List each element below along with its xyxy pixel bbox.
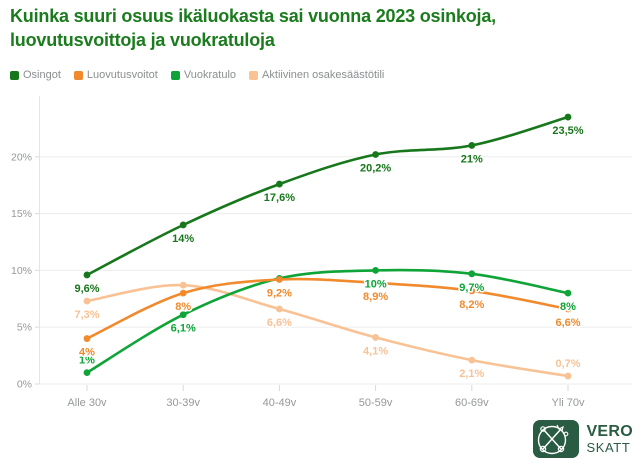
data-label: 8,9% xyxy=(363,291,388,303)
data-label: 9,2% xyxy=(267,287,292,299)
series-line-luovutusvoitot xyxy=(85,277,570,340)
skatt-wordmark: SKATT xyxy=(586,439,631,455)
data-point xyxy=(83,271,91,279)
vero-wordmark: VERO xyxy=(586,423,633,441)
data-label: 9,6% xyxy=(74,283,99,295)
legend-swatch-osakesaastotili xyxy=(249,70,259,80)
legend-item-osakesaastotili: Aktiivinen osakesäästötili xyxy=(249,69,384,81)
y-axis-label: 5% xyxy=(17,322,32,334)
data-label: 14% xyxy=(172,233,194,245)
legend-label: Osingot xyxy=(23,69,61,81)
data-point xyxy=(179,311,187,319)
series-line-aktiivinen-osakes-st-tili xyxy=(85,283,570,378)
vero-logo-text: VERO SKATT xyxy=(586,423,633,455)
data-point xyxy=(564,372,572,380)
vero-logo-emblem xyxy=(533,420,580,458)
line-chart: 0% 5% 10% 15% 20% Alle 30v 30-39v 40-49v 50-59v 6… xyxy=(11,96,632,409)
data-point xyxy=(468,142,476,149)
data-point xyxy=(276,276,283,283)
chart-legend: Osingot Luovutusvoitot Vuokratulo Aktiiv… xyxy=(10,69,384,81)
data-point xyxy=(468,287,476,295)
x-axis-label: 30-39v xyxy=(166,397,200,409)
data-point xyxy=(468,270,476,278)
legend-swatch-luovutusvoitot xyxy=(73,70,83,80)
legend-swatch-osingot xyxy=(10,70,19,80)
data-label: 20,2% xyxy=(360,163,391,175)
data-label: 4,1% xyxy=(363,345,388,357)
data-label: 8% xyxy=(175,301,191,313)
data-point xyxy=(276,180,283,188)
data-point xyxy=(83,297,91,305)
y-axis-label: 10% xyxy=(11,265,32,277)
x-axis-label: 40-49v xyxy=(263,397,297,409)
data-label: 23,5% xyxy=(552,125,583,137)
data-label: 6,6% xyxy=(267,317,292,329)
legend-item-luovutusvoitot: Luovutusvoitot xyxy=(73,69,158,81)
data-label: 21% xyxy=(461,153,483,165)
data-point xyxy=(468,356,476,364)
series-line-osingot xyxy=(85,115,570,277)
data-label: 9,7% xyxy=(459,282,484,294)
data-label: 6,6% xyxy=(555,317,580,329)
data-point xyxy=(83,369,91,377)
data-label: 8,2% xyxy=(459,299,484,311)
data-point xyxy=(372,279,379,287)
data-point xyxy=(179,289,187,297)
data-point xyxy=(564,289,572,297)
x-axis-label: Yli 70v xyxy=(551,397,585,409)
legend-item-vuokratulo: Vuokratulo xyxy=(170,69,237,81)
data-point xyxy=(372,334,379,341)
data-label: 7,3% xyxy=(74,309,99,321)
crossed-arrows-emblem-icon xyxy=(538,424,569,455)
data-label: 1% xyxy=(79,355,95,367)
data-label: 10% xyxy=(365,278,387,290)
y-axis-label: 0% xyxy=(17,379,32,391)
series-line-vuokratulo xyxy=(85,268,570,374)
chart-title: Kuinka suuri osuus ikäluokasta sai vuonn… xyxy=(10,6,496,50)
x-axis-label: Alle 30v xyxy=(67,397,107,409)
data-point xyxy=(83,335,91,342)
data-point xyxy=(179,281,187,289)
legend-swatch-vuokratulo xyxy=(170,70,180,80)
legend-label: Luovutusvoitot xyxy=(86,69,158,81)
data-label: 6,1% xyxy=(171,323,196,335)
legend-label: Vuokratulo xyxy=(183,69,237,81)
data-point xyxy=(276,305,283,313)
data-point xyxy=(564,113,572,121)
x-axis-label: 50-59v xyxy=(359,397,393,409)
legend-item-osingot: Osingot xyxy=(10,69,61,81)
data-label: 17,6% xyxy=(264,192,295,204)
data-point xyxy=(372,151,379,158)
y-axis-label: 15% xyxy=(11,208,32,220)
data-label: 4% xyxy=(79,347,95,359)
legend-label: Aktiivinen osakesäästötili xyxy=(262,69,385,81)
x-axis-label: 60-69v xyxy=(455,397,489,409)
data-point xyxy=(564,305,572,313)
data-label: 2,1% xyxy=(459,368,484,380)
data-point xyxy=(179,221,187,229)
data-label: 8% xyxy=(560,301,576,313)
data-point xyxy=(372,267,379,274)
vero-logo: VERO SKATT xyxy=(533,420,633,458)
y-axis-label: 20% xyxy=(11,151,32,163)
data-label: 0,7% xyxy=(555,358,580,370)
